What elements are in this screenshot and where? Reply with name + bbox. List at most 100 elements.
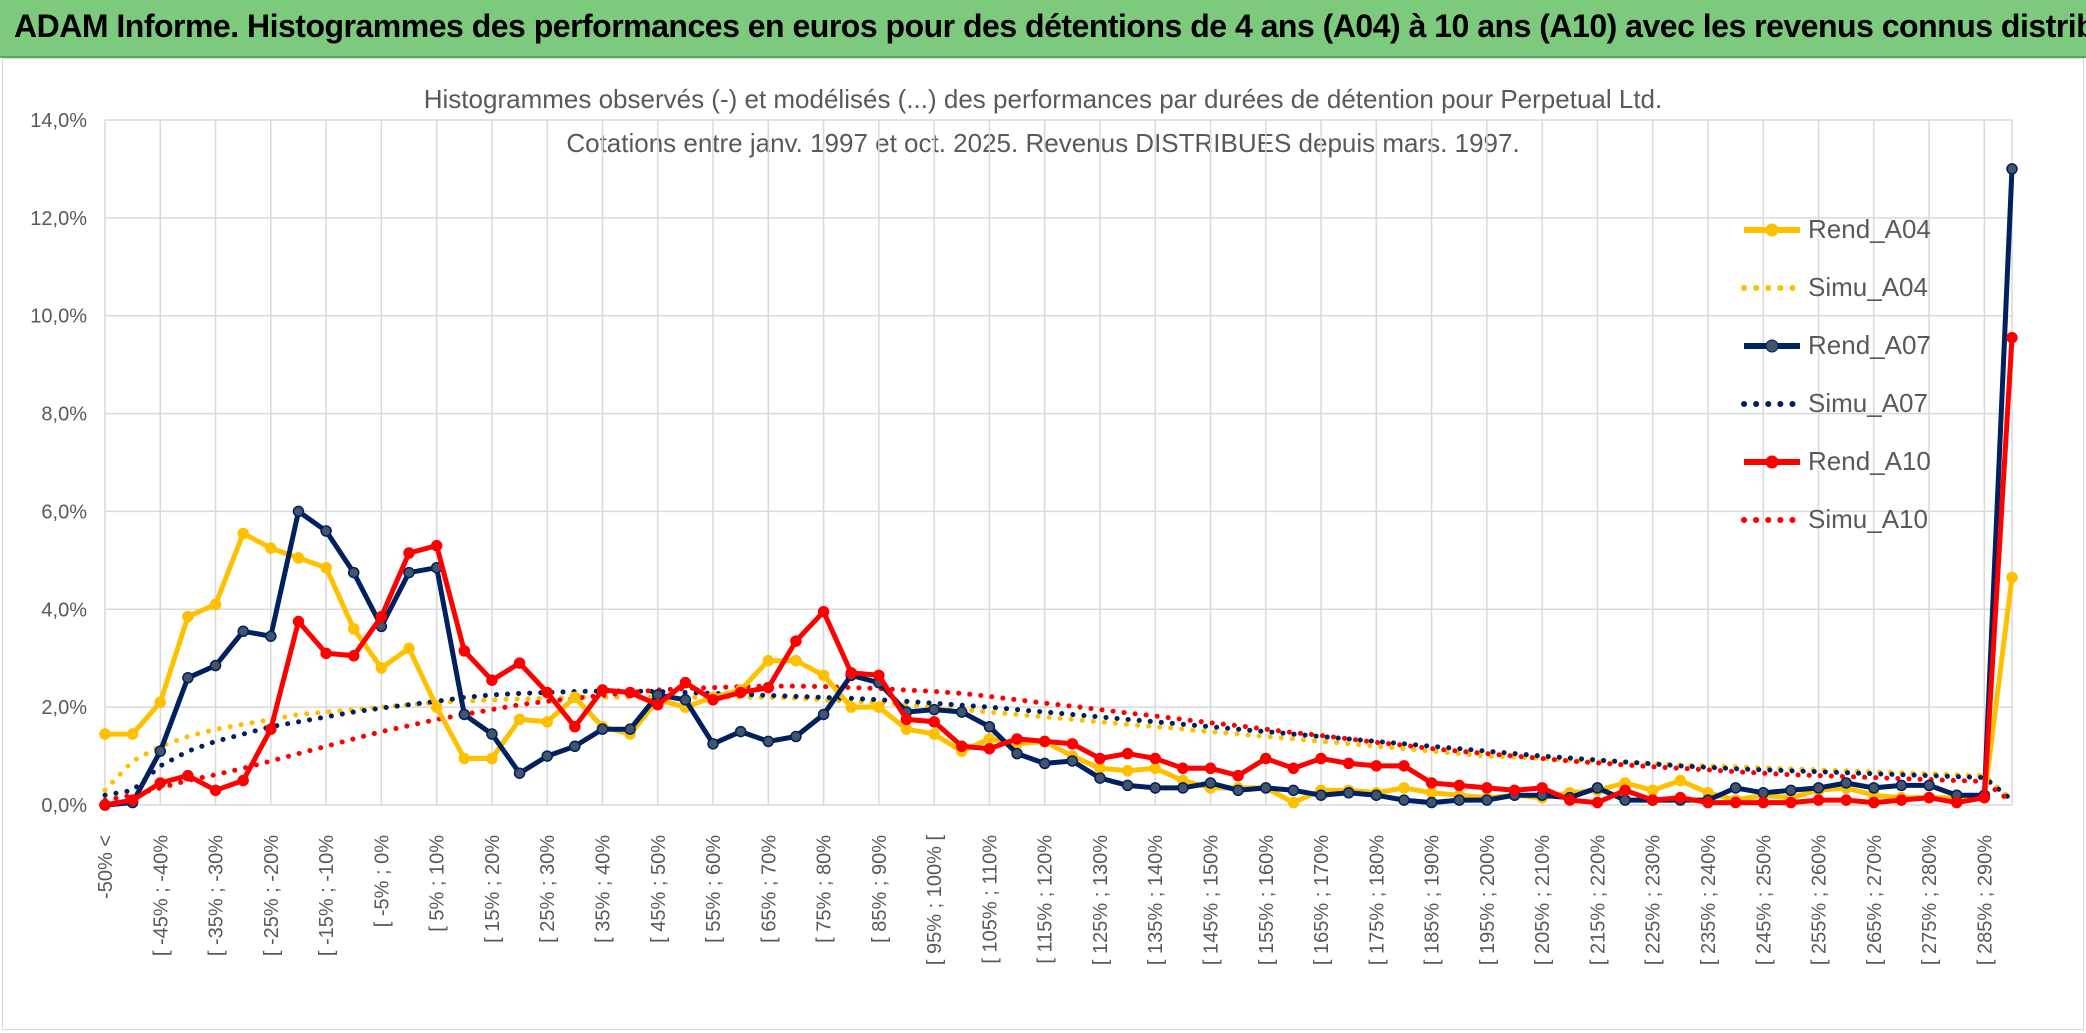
data-point-rend-a07 [265,630,277,642]
data-point-rend-a04 [154,696,167,708]
data-point-rend-a07 [154,745,167,757]
data-point-rend-a04 [762,654,775,667]
x-tick-label: [ 225% ; 230% [1643,835,1665,965]
data-point-rend-a07 [983,720,996,733]
data-point-rend-a10 [1398,760,1410,772]
x-tick-label: [ 265% ; 270% [1864,835,1886,965]
data-point-rend-a10 [1038,735,1051,748]
legend-swatch-rend-a04 [1744,223,1800,237]
chart-title-line1: Histogrammes observés (-) et modélisés (… [423,84,1663,114]
data-point-rend-a10 [624,686,636,699]
page-title: ADAM Informe. Histogrammes des performan… [14,8,2086,44]
data-point-rend-a04 [1094,762,1106,775]
data-point-rend-a10 [99,799,111,811]
x-tick-label: [ 155% ; 160% [1256,835,1278,965]
data-point-rend-a04 [292,552,305,564]
data-point-rend-a10 [652,698,664,711]
data-point-rend-a04 [265,542,277,554]
data-point-rend-a04 [347,623,360,635]
x-tick-label: [ 205% ; 210% [1532,835,1554,965]
legend-label: Rend_A07 [1808,330,1931,360]
data-point-rend-a07 [817,708,830,721]
chart-legend: Rend_A04 Simu_A04 Rend_A07 Simu_A07 Rend_A10… [1740,210,1940,558]
data-point-rend-a10 [541,686,553,699]
data-point-rend-a10 [1536,782,1548,794]
x-tick-label: [ -45% ; -40% [150,835,172,956]
data-point-rend-a07 [762,735,775,748]
legend-item-rend-a10: Rend_A10 [1740,442,1940,500]
data-point-rend-a07 [1121,779,1134,792]
y-tick-label: 12,0% [30,208,87,230]
data-point-rend-a10 [1674,791,1687,804]
data-point-rend-a07 [652,689,664,701]
data-point-rend-a10 [1121,747,1134,760]
series-line-rend-a07 [104,168,2015,808]
data-point-rend-a04 [541,716,553,728]
data-point-rend-a10 [956,740,968,753]
data-point-rend-a04 [375,662,388,674]
data-point-rend-a10 [873,669,885,682]
data-point-rend-a04 [873,701,885,713]
legend-label: Simu_A04 [1808,272,1928,302]
data-point-rend-a04 [126,728,139,740]
x-tick-label: [ 45% ; 50% [648,835,670,943]
data-point-rend-a04 [1646,784,1659,797]
data-point-rend-a10 [1923,791,1935,804]
data-point-rend-a10 [790,635,802,647]
data-point-rend-a07 [1177,782,1189,794]
data-point-rend-a07 [1785,784,1797,797]
data-point-rend-a10 [1702,796,1714,809]
data-point-rend-a10 [845,667,857,679]
data-point-rend-a10 [1591,796,1604,809]
x-tick-label: [ 145% ; 150% [1201,835,1223,965]
data-point-rend-a07 [790,730,802,743]
data-point-rend-a10 [292,615,305,628]
data-point-rend-a04 [99,728,111,740]
x-tick-label: [ 65% ; 70% [758,835,780,943]
data-point-rend-a07 [1757,787,1770,799]
data-point-rend-a10 [1011,733,1023,745]
x-tick-label: [ 195% ; 200% [1477,835,1499,965]
data-point-rend-a07 [624,723,636,735]
x-tick-label: [ 75% ; 80% [814,835,836,943]
data-point-rend-a07 [1481,794,1493,806]
data-point-rend-a07 [569,740,581,753]
data-point-rend-a10 [1094,752,1106,765]
x-tick-label: [ 95% ; 100% [ [924,835,946,966]
data-point-rend-a04 [182,610,194,623]
data-point-rend-a04 [1121,765,1134,777]
data-point-rend-a04 [983,733,996,745]
data-point-rend-a07 [209,659,222,672]
data-point-rend-a10 [1840,794,1852,806]
data-point-rend-a07 [1895,779,1908,792]
data-point-rend-a04 [513,713,526,726]
x-tick-label: [ -15% ; -10% [316,835,338,956]
data-point-rend-a07 [1149,782,1161,794]
data-point-rend-a07 [2006,163,2018,175]
data-point-rend-a10 [928,716,940,728]
data-point-rend-a10 [1619,784,1631,797]
data-point-rend-a07 [1591,782,1604,794]
data-point-rend-a10 [513,657,526,669]
data-point-rend-a04 [1287,796,1300,809]
data-point-rend-a10 [1646,794,1659,806]
data-point-rend-a10 [1785,796,1797,809]
y-tick-label: 0,0% [41,795,87,817]
data-point-rend-a10 [1066,738,1079,750]
data-point-rend-a10 [1260,752,1272,765]
data-point-rend-a07 [486,728,498,740]
data-point-rend-a07 [292,505,305,518]
data-point-rend-a04 [1149,762,1161,775]
x-tick-label: [ 215% ; 220% [1587,835,1609,965]
x-tick-label: [ 15% ; 20% [482,835,504,943]
data-point-rend-a04 [900,723,913,735]
x-tick-label: [ 255% ; 260% [1809,835,1831,965]
x-tick-label: [ -35% ; -30% [206,835,228,956]
data-point-rend-a04 [790,654,802,667]
x-tick-label: [ 85% ; 90% [869,835,891,943]
data-point-rend-a10 [1868,796,1880,809]
data-point-rend-a10 [569,720,581,733]
data-point-rend-a07 [320,525,332,537]
data-point-rend-a10 [1232,769,1244,782]
data-point-rend-a07 [1204,777,1217,789]
